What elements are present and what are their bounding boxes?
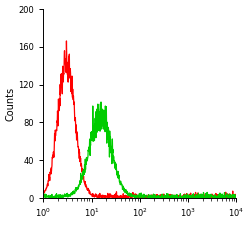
- Y-axis label: Counts: Counts: [6, 86, 16, 121]
